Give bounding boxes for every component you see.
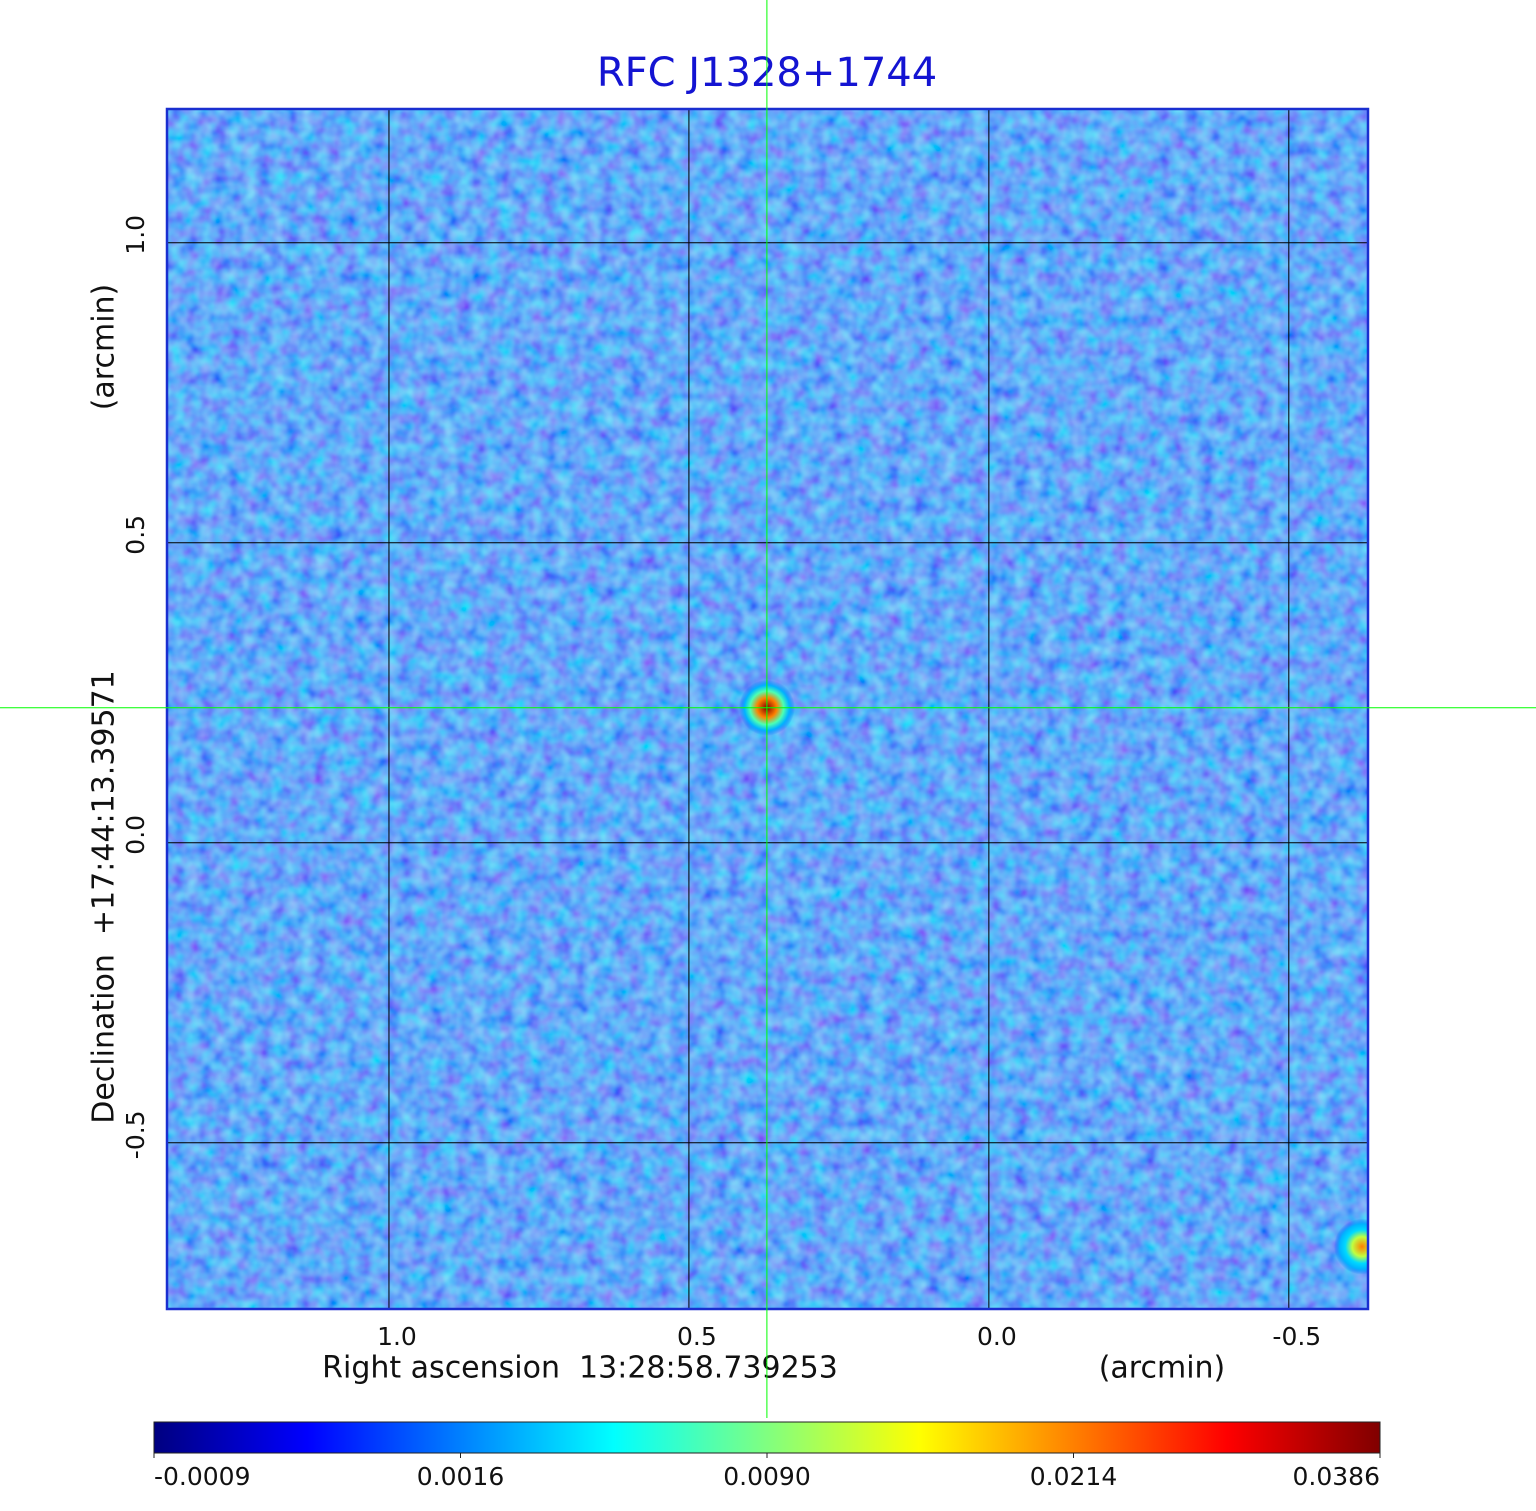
- plot-area: [167, 109, 1368, 1309]
- x-tick-label: 1.0: [377, 1322, 417, 1351]
- x-axis-unit: (arcmin): [1099, 1351, 1226, 1386]
- colorbar-tick-label: 0.0016: [417, 1462, 504, 1491]
- y-tick-label: 0.5: [121, 515, 150, 555]
- y-tick-label: 1.0: [121, 215, 150, 255]
- y-axis-label: Declination +17:44:13.39571: [87, 670, 122, 1124]
- x-axis-label: Right ascension 13:28:58.739253: [322, 1351, 838, 1386]
- plot-frame: [165, 107, 1370, 1311]
- x-tick-label: -0.5: [1272, 1322, 1321, 1351]
- x-tick-label: 0.0: [977, 1322, 1017, 1351]
- colorbar-tick-label: -0.0009: [154, 1462, 251, 1491]
- source: [1334, 1218, 1368, 1275]
- colorbar-tick-label: 0.0386: [1293, 1462, 1380, 1491]
- colorbar-tick-label: 0.0090: [723, 1462, 810, 1491]
- y-axis-unit: (arcmin): [87, 284, 122, 411]
- colorbar: [153, 1421, 1381, 1454]
- y-tick-label: -0.5: [121, 1110, 150, 1159]
- colorbar-tick-label: 0.0214: [1030, 1462, 1117, 1491]
- x-tick-label: 0.5: [677, 1322, 717, 1351]
- y-tick-label: 0.0: [121, 815, 150, 855]
